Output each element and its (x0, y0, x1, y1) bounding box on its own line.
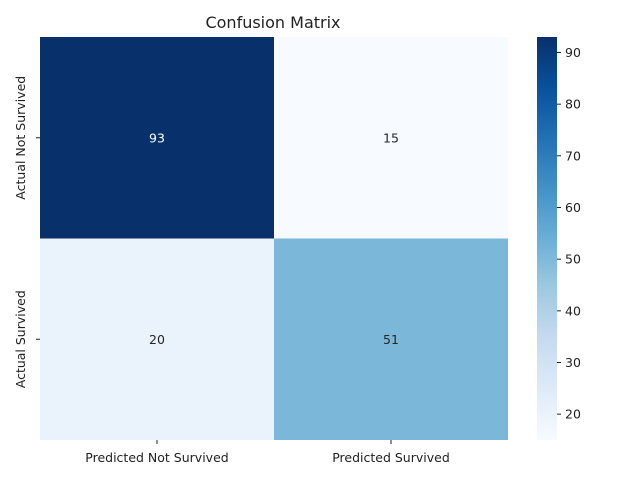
y-axis: Actual Not Survived Actual Survived (13, 76, 40, 388)
annotation-actual-survived-predicted-survived: 51 (383, 332, 399, 347)
colorbar-tick-label: 60 (565, 200, 581, 215)
colorbar-tick-label: 70 (565, 148, 581, 163)
colorbar-tick-label: 30 (565, 355, 581, 370)
colorbar-tick-label: 40 (565, 303, 581, 318)
y-tick-label-actual-not-survived: Actual Not Survived (13, 76, 28, 200)
chart-title: Confusion Matrix (205, 13, 340, 32)
colorbar-tick-label: 80 (565, 97, 581, 112)
y-tick-label-actual-survived: Actual Survived (13, 290, 28, 388)
colorbar-ticks: 20 30 40 50 60 70 80 90 (557, 45, 581, 422)
cell-annotations: 93 15 20 51 (149, 130, 399, 347)
annotation-actual-survived-predicted-not-survived: 20 (149, 332, 165, 347)
colorbar-tick-label: 50 (565, 252, 581, 267)
colorbar-gradient (537, 37, 557, 440)
colorbar-tick-label: 20 (565, 407, 581, 422)
annotation-actual-not-survived-predicted-survived: 15 (383, 130, 399, 145)
x-tick-label-predicted-not-survived: Predicted Not Survived (85, 450, 228, 465)
cell-actual-survived-predicted-survived (274, 238, 508, 440)
x-axis: Predicted Not Survived Predicted Survive… (85, 440, 450, 465)
colorbar-tick-label: 90 (565, 45, 581, 60)
cell-actual-survived-predicted-not-survived (40, 238, 274, 440)
colorbar: 20 30 40 50 60 70 80 90 (537, 37, 581, 440)
cell-actual-not-survived-predicted-not-survived (40, 37, 274, 239)
x-tick-label-predicted-survived: Predicted Survived (332, 450, 450, 465)
heatmap-grid (40, 37, 508, 440)
cell-actual-not-survived-predicted-survived (274, 37, 508, 239)
annotation-actual-not-survived-predicted-not-survived: 93 (149, 130, 165, 145)
